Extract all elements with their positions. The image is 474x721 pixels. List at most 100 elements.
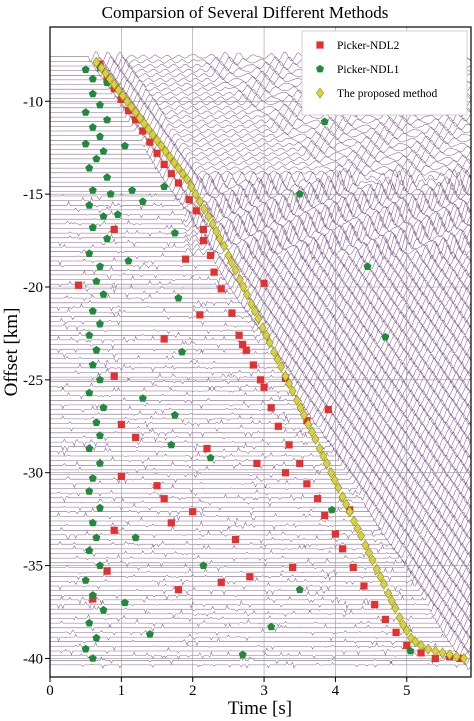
ndl2-point <box>338 545 347 553</box>
trace-line <box>50 650 471 661</box>
trace-line <box>50 589 471 602</box>
proposed-point <box>123 95 132 107</box>
proposed-point <box>191 188 200 200</box>
trace-line <box>50 296 471 310</box>
plot-frame <box>49 26 472 678</box>
x-tick-label: 1 <box>118 683 126 699</box>
proposed-point <box>183 173 191 185</box>
ndl1-point <box>295 189 304 198</box>
trace-line <box>50 566 471 579</box>
trace-line <box>50 622 471 634</box>
proposed-point <box>311 433 320 445</box>
ndl1-point <box>99 212 108 220</box>
proposed-point <box>376 571 385 583</box>
ndl2-point <box>246 573 254 581</box>
trace-line <box>50 445 471 458</box>
ndl1-point <box>88 591 97 599</box>
trace-line <box>50 413 471 426</box>
proposed-point <box>353 522 362 534</box>
proposed-point <box>224 249 233 261</box>
ndl1-point <box>88 360 97 369</box>
ndl1-point <box>138 394 147 402</box>
trace-line <box>50 641 471 653</box>
proposed-point <box>231 264 240 276</box>
ndl2-point <box>313 495 322 503</box>
ndl2-point <box>431 654 439 663</box>
proposed-point <box>445 649 454 661</box>
proposed-point <box>140 118 149 130</box>
ndl1-point <box>295 585 304 594</box>
ndl2-point <box>174 179 183 187</box>
proposed-point <box>101 67 110 79</box>
ndl1-point <box>85 487 94 495</box>
trace-line <box>50 264 471 277</box>
trace-line <box>50 310 471 324</box>
ndl2-point <box>160 495 168 503</box>
ndl1-point <box>99 147 108 155</box>
trace-line <box>50 394 471 407</box>
ndl2-point <box>167 519 175 527</box>
ndl2-point <box>253 459 261 468</box>
proposed-point <box>334 482 343 494</box>
ndl2-point <box>303 417 311 425</box>
proposed-point <box>254 313 263 325</box>
proposed-point <box>178 168 187 180</box>
ndl1-point <box>170 228 179 237</box>
trace-line <box>50 603 471 616</box>
trace-line <box>50 106 471 119</box>
ndl2-point <box>381 615 389 624</box>
trace-line <box>50 242 471 261</box>
proposed-point <box>270 346 279 358</box>
trace-line <box>50 286 471 300</box>
proposed-point <box>277 361 286 373</box>
proposed-point <box>212 225 221 237</box>
ndl1-point <box>103 115 112 124</box>
ndl2-point <box>167 170 175 178</box>
trace-line <box>50 278 471 291</box>
proposed-point <box>288 385 297 397</box>
ndl2-point <box>235 331 243 339</box>
proposed-point <box>92 56 101 68</box>
ndl2-point <box>174 586 183 594</box>
proposed-point <box>247 298 256 310</box>
proposed-point <box>200 203 209 215</box>
ndl1-point <box>320 117 329 126</box>
ndl2-point <box>360 582 368 590</box>
ndl1-point <box>96 319 104 328</box>
trace-line <box>50 646 471 658</box>
ndl1-point <box>81 576 90 584</box>
proposed-point <box>424 643 433 655</box>
ndl1-point <box>124 256 133 265</box>
ndl1-point <box>81 65 90 74</box>
legend-label: Picker-NDL2 <box>337 40 400 52</box>
ndl2-point <box>124 106 133 115</box>
trace-line <box>50 343 471 356</box>
ndl1-point <box>85 163 94 172</box>
ndl1-point <box>85 249 94 257</box>
ndl1-point <box>92 533 101 542</box>
ndl2-point <box>117 472 125 481</box>
ndl1-point <box>96 262 104 270</box>
proposed-point <box>391 602 400 614</box>
ndl2-point <box>267 404 275 412</box>
trace-line <box>50 575 471 588</box>
proposed-point <box>296 402 305 414</box>
trace-line <box>50 655 471 666</box>
trace-line <box>50 191 471 211</box>
trace-line <box>50 305 471 319</box>
seismic-traces <box>50 51 471 671</box>
ndl2-point <box>303 480 311 488</box>
ndl2-point <box>199 225 208 234</box>
proposed-point <box>285 378 294 390</box>
proposed-point <box>161 145 170 157</box>
proposed-point <box>407 632 416 644</box>
ndl2-point <box>210 268 218 276</box>
ndl2-point <box>392 628 400 637</box>
proposed-point <box>281 370 290 382</box>
ndl1-point <box>96 503 104 512</box>
proposed-point <box>322 457 331 469</box>
proposed-point <box>292 394 301 406</box>
trace-line <box>50 630 471 643</box>
trace-line <box>50 491 471 505</box>
